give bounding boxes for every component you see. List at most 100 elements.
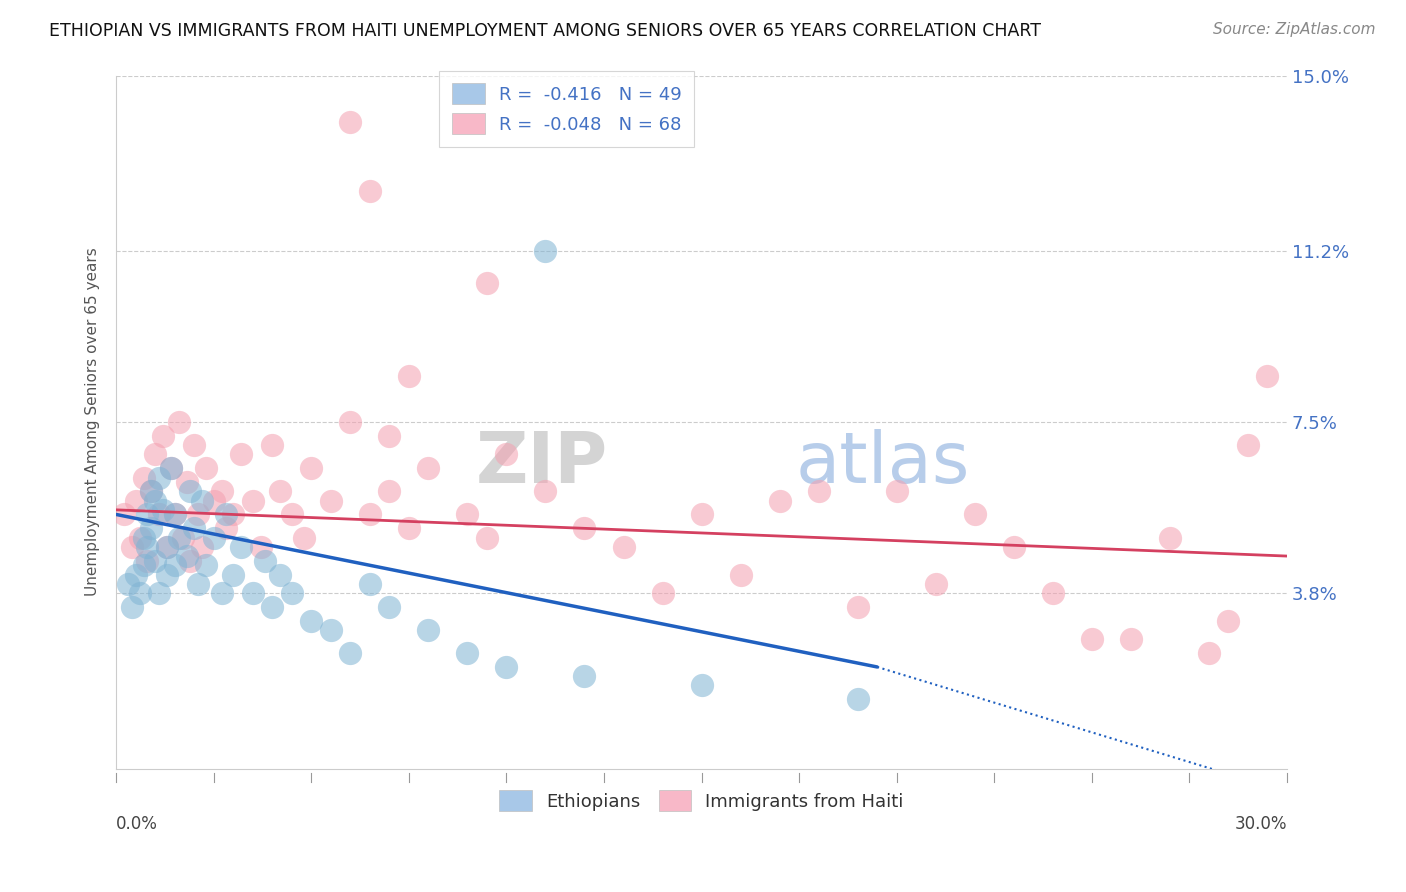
- Point: [163, 508, 186, 522]
- Point: [253, 554, 276, 568]
- Point: [242, 586, 264, 600]
- Point: [136, 540, 159, 554]
- Point: [269, 567, 291, 582]
- Point: [191, 540, 214, 554]
- Point: [125, 493, 148, 508]
- Point: [1198, 646, 1220, 660]
- Point: [262, 599, 284, 614]
- Point: [495, 447, 517, 461]
- Point: [574, 521, 596, 535]
- Point: [963, 508, 986, 522]
- Point: [214, 521, 236, 535]
- Point: [152, 503, 174, 517]
- Point: [456, 508, 478, 522]
- Point: [195, 558, 218, 573]
- Point: [163, 508, 186, 522]
- Point: [132, 558, 155, 573]
- Point: [281, 508, 304, 522]
- Point: [269, 484, 291, 499]
- Point: [222, 567, 245, 582]
- Point: [214, 508, 236, 522]
- Point: [136, 554, 159, 568]
- Point: [807, 484, 830, 499]
- Point: [378, 599, 401, 614]
- Point: [167, 531, 190, 545]
- Point: [339, 114, 361, 128]
- Point: [160, 461, 183, 475]
- Point: [1080, 632, 1102, 647]
- Point: [359, 576, 381, 591]
- Point: [143, 493, 166, 508]
- Point: [690, 508, 713, 522]
- Point: [281, 586, 304, 600]
- Point: [249, 540, 271, 554]
- Point: [176, 549, 198, 563]
- Point: [262, 438, 284, 452]
- Point: [359, 184, 381, 198]
- Point: [156, 567, 179, 582]
- Point: [730, 567, 752, 582]
- Point: [222, 508, 245, 522]
- Text: ETHIOPIAN VS IMMIGRANTS FROM HAITI UNEMPLOYMENT AMONG SENIORS OVER 65 YEARS CORR: ETHIOPIAN VS IMMIGRANTS FROM HAITI UNEMP…: [49, 22, 1042, 40]
- Point: [319, 623, 342, 637]
- Point: [156, 540, 179, 554]
- Point: [339, 646, 361, 660]
- Point: [172, 531, 194, 545]
- Point: [1119, 632, 1142, 647]
- Point: [475, 531, 498, 545]
- Point: [299, 614, 322, 628]
- Point: [319, 493, 342, 508]
- Point: [141, 521, 163, 535]
- Point: [183, 521, 205, 535]
- Point: [148, 508, 170, 522]
- Point: [242, 493, 264, 508]
- Text: Source: ZipAtlas.com: Source: ZipAtlas.com: [1212, 22, 1375, 37]
- Point: [846, 692, 869, 706]
- Point: [846, 599, 869, 614]
- Point: [128, 586, 150, 600]
- Point: [195, 461, 218, 475]
- Point: [495, 660, 517, 674]
- Point: [231, 447, 253, 461]
- Point: [339, 415, 361, 429]
- Point: [690, 678, 713, 692]
- Point: [211, 586, 233, 600]
- Point: [117, 576, 139, 591]
- Point: [148, 586, 170, 600]
- Point: [125, 567, 148, 582]
- Point: [191, 493, 214, 508]
- Point: [378, 484, 401, 499]
- Point: [1042, 586, 1064, 600]
- Point: [187, 508, 209, 522]
- Point: [143, 554, 166, 568]
- Point: [136, 508, 159, 522]
- Point: [156, 540, 179, 554]
- Point: [612, 540, 634, 554]
- Point: [202, 531, 225, 545]
- Point: [231, 540, 253, 554]
- Point: [163, 558, 186, 573]
- Point: [179, 484, 201, 499]
- Point: [299, 461, 322, 475]
- Point: [924, 576, 946, 591]
- Point: [128, 531, 150, 545]
- Point: [121, 540, 143, 554]
- Point: [886, 484, 908, 499]
- Point: [378, 429, 401, 443]
- Point: [292, 531, 315, 545]
- Point: [187, 576, 209, 591]
- Point: [1236, 438, 1258, 452]
- Point: [418, 461, 440, 475]
- Point: [176, 475, 198, 490]
- Point: [475, 277, 498, 291]
- Point: [211, 484, 233, 499]
- Point: [1256, 368, 1278, 383]
- Point: [398, 368, 420, 383]
- Point: [112, 508, 135, 522]
- Point: [651, 586, 673, 600]
- Text: ZIP: ZIP: [475, 429, 607, 498]
- Point: [121, 599, 143, 614]
- Point: [1218, 614, 1240, 628]
- Point: [132, 470, 155, 484]
- Legend: Ethiopians, Immigrants from Haiti: Ethiopians, Immigrants from Haiti: [492, 783, 911, 819]
